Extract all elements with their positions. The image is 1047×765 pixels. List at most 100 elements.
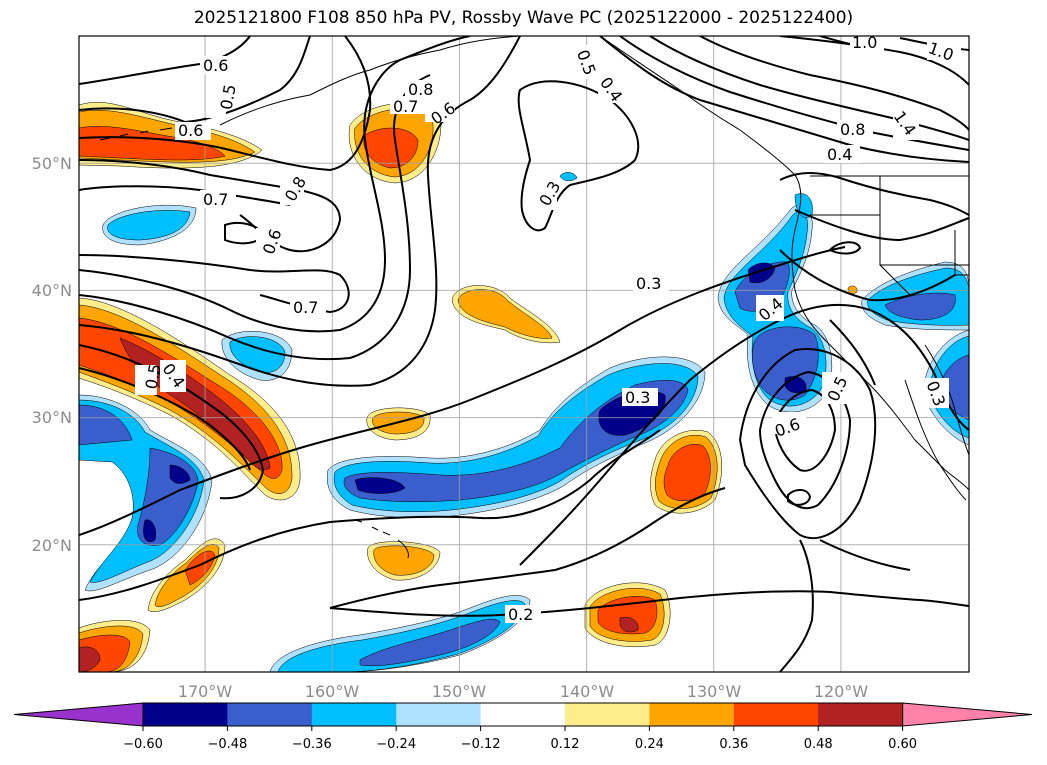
positive-anomaly	[79, 126, 226, 161]
negative-anomaly	[79, 399, 205, 583]
positive-anomaly	[363, 127, 419, 169]
contour-line	[794, 209, 969, 242]
colorbar-tick-label: 0.48	[804, 737, 833, 752]
colorbar-tick-label: 0.24	[635, 737, 664, 752]
positive-anomaly	[619, 616, 639, 633]
contour-label: 1.0	[852, 33, 877, 52]
positive-anomaly	[373, 545, 435, 576]
contour-line	[779, 36, 969, 86]
lon-label: 150°W	[432, 682, 487, 701]
contour-label: 0.5	[217, 83, 240, 111]
contour-line	[758, 370, 852, 510]
latitude-labels: 50°N 40°N 30°N 20°N	[32, 154, 72, 555]
colorbar-tick-label: −0.12	[461, 737, 501, 752]
contour-label: 0.8	[840, 120, 865, 139]
negative-anomaly	[229, 336, 286, 373]
contour-line	[329, 487, 726, 609]
negative-anomaly	[359, 618, 501, 667]
contour-line	[779, 539, 814, 672]
contour-line	[79, 159, 342, 253]
colorbar-cell	[565, 703, 650, 726]
contour-line	[329, 590, 969, 617]
lon-label: 120°W	[814, 682, 869, 701]
lat-label: 40°N	[32, 281, 72, 300]
alaska-coast	[219, 36, 521, 126]
negative-anomaly	[107, 210, 191, 241]
colorbar-frame	[142, 702, 904, 727]
colorbar-extend-min	[13, 702, 144, 727]
colorbar-tick-label: 0.36	[719, 737, 748, 752]
pacific-nw-coast	[599, 36, 969, 491]
contour-label: 0.7	[293, 298, 318, 317]
contour-line	[779, 249, 956, 302]
negative-anomaly	[169, 464, 191, 484]
lon-label: 130°W	[687, 682, 742, 701]
colorbar-cell	[143, 703, 228, 726]
lon-label: 160°W	[305, 682, 360, 701]
aleutian-islands	[99, 123, 196, 141]
contour-label: 0.7	[393, 97, 418, 116]
lon-label: 140°W	[560, 682, 615, 701]
state-borders	[810, 176, 969, 296]
lon-label: 170°W	[178, 682, 233, 701]
contour-label: 0.3	[625, 388, 650, 407]
colorbar-extend-max	[902, 702, 1033, 727]
gulf-california-coast	[924, 344, 969, 456]
contour-line	[779, 172, 969, 216]
colorbar-tick-label: −0.60	[123, 737, 163, 752]
contour-label: 0.7	[203, 190, 228, 209]
contour-label: 0.5	[142, 362, 165, 390]
colorbar-tick-label: −0.48	[207, 737, 247, 752]
lat-label: 20°N	[32, 536, 72, 555]
contour-label: 0.6	[178, 121, 203, 140]
contour-line	[79, 36, 251, 85]
contour-line	[829, 319, 876, 386]
contour-line	[79, 429, 661, 601]
contour-line	[738, 348, 877, 540]
contour-label: 0.2	[508, 605, 533, 624]
negative-anomaly	[559, 172, 578, 181]
contour-line	[79, 367, 251, 471]
contour-line	[599, 36, 969, 163]
map-title: 2025121800 F108 850 hPa PV, Rossby Wave …	[193, 8, 854, 28]
pv-fill-layer	[79, 102, 969, 672]
positive-anomaly	[119, 337, 271, 470]
positive-anomaly	[663, 444, 711, 501]
negative-anomaly	[277, 600, 526, 672]
colorbar-cell	[649, 703, 735, 726]
colorbar: −0.60 −0.48 −0.36 −0.24 −0.12 0.12 0.24 0.36 0.4…	[13, 702, 1033, 752]
contour-line	[519, 303, 969, 566]
contour-line	[819, 539, 911, 571]
contour-line	[787, 489, 812, 506]
negative-anomaly	[79, 404, 133, 446]
positive-anomaly	[184, 550, 216, 586]
contour-line	[699, 36, 969, 131]
colorbar-tick-label: 0.60	[888, 737, 917, 752]
contour-label: 0.6	[203, 56, 228, 75]
colorbar-cell	[818, 703, 904, 726]
contour-line	[79, 36, 372, 172]
colorbar-tick-label: −0.36	[292, 737, 332, 752]
map-frame	[78, 35, 970, 673]
contour-line	[828, 241, 862, 255]
colorbar-tick-label: −0.24	[376, 737, 416, 752]
colorbar-cell	[396, 703, 482, 726]
hawaii-islands	[354, 519, 409, 559]
contour-line	[79, 36, 521, 387]
pv-contours	[79, 36, 969, 672]
longitude-labels: 170°W 160°W 150°W 140°W 130°W 120°W	[178, 682, 869, 701]
contour-line	[79, 246, 846, 536]
colorbar-cell	[227, 703, 313, 726]
colorbar-tick-label: 0.12	[551, 737, 580, 752]
colorbar-cell	[311, 703, 397, 726]
lat-label: 30°N	[32, 408, 72, 427]
contour-line	[773, 388, 837, 472]
negative-anomaly	[354, 477, 406, 494]
contour-line	[79, 344, 265, 500]
contour-line	[619, 36, 969, 151]
contour-line	[79, 185, 291, 206]
colorbar-cell	[480, 703, 566, 726]
negative-anomaly	[884, 292, 956, 321]
contour-labels: 0.6 0.5 0.6 0.7 0.8 0.7 0.6 0.7 0.8 0.6 …	[135, 33, 961, 624]
